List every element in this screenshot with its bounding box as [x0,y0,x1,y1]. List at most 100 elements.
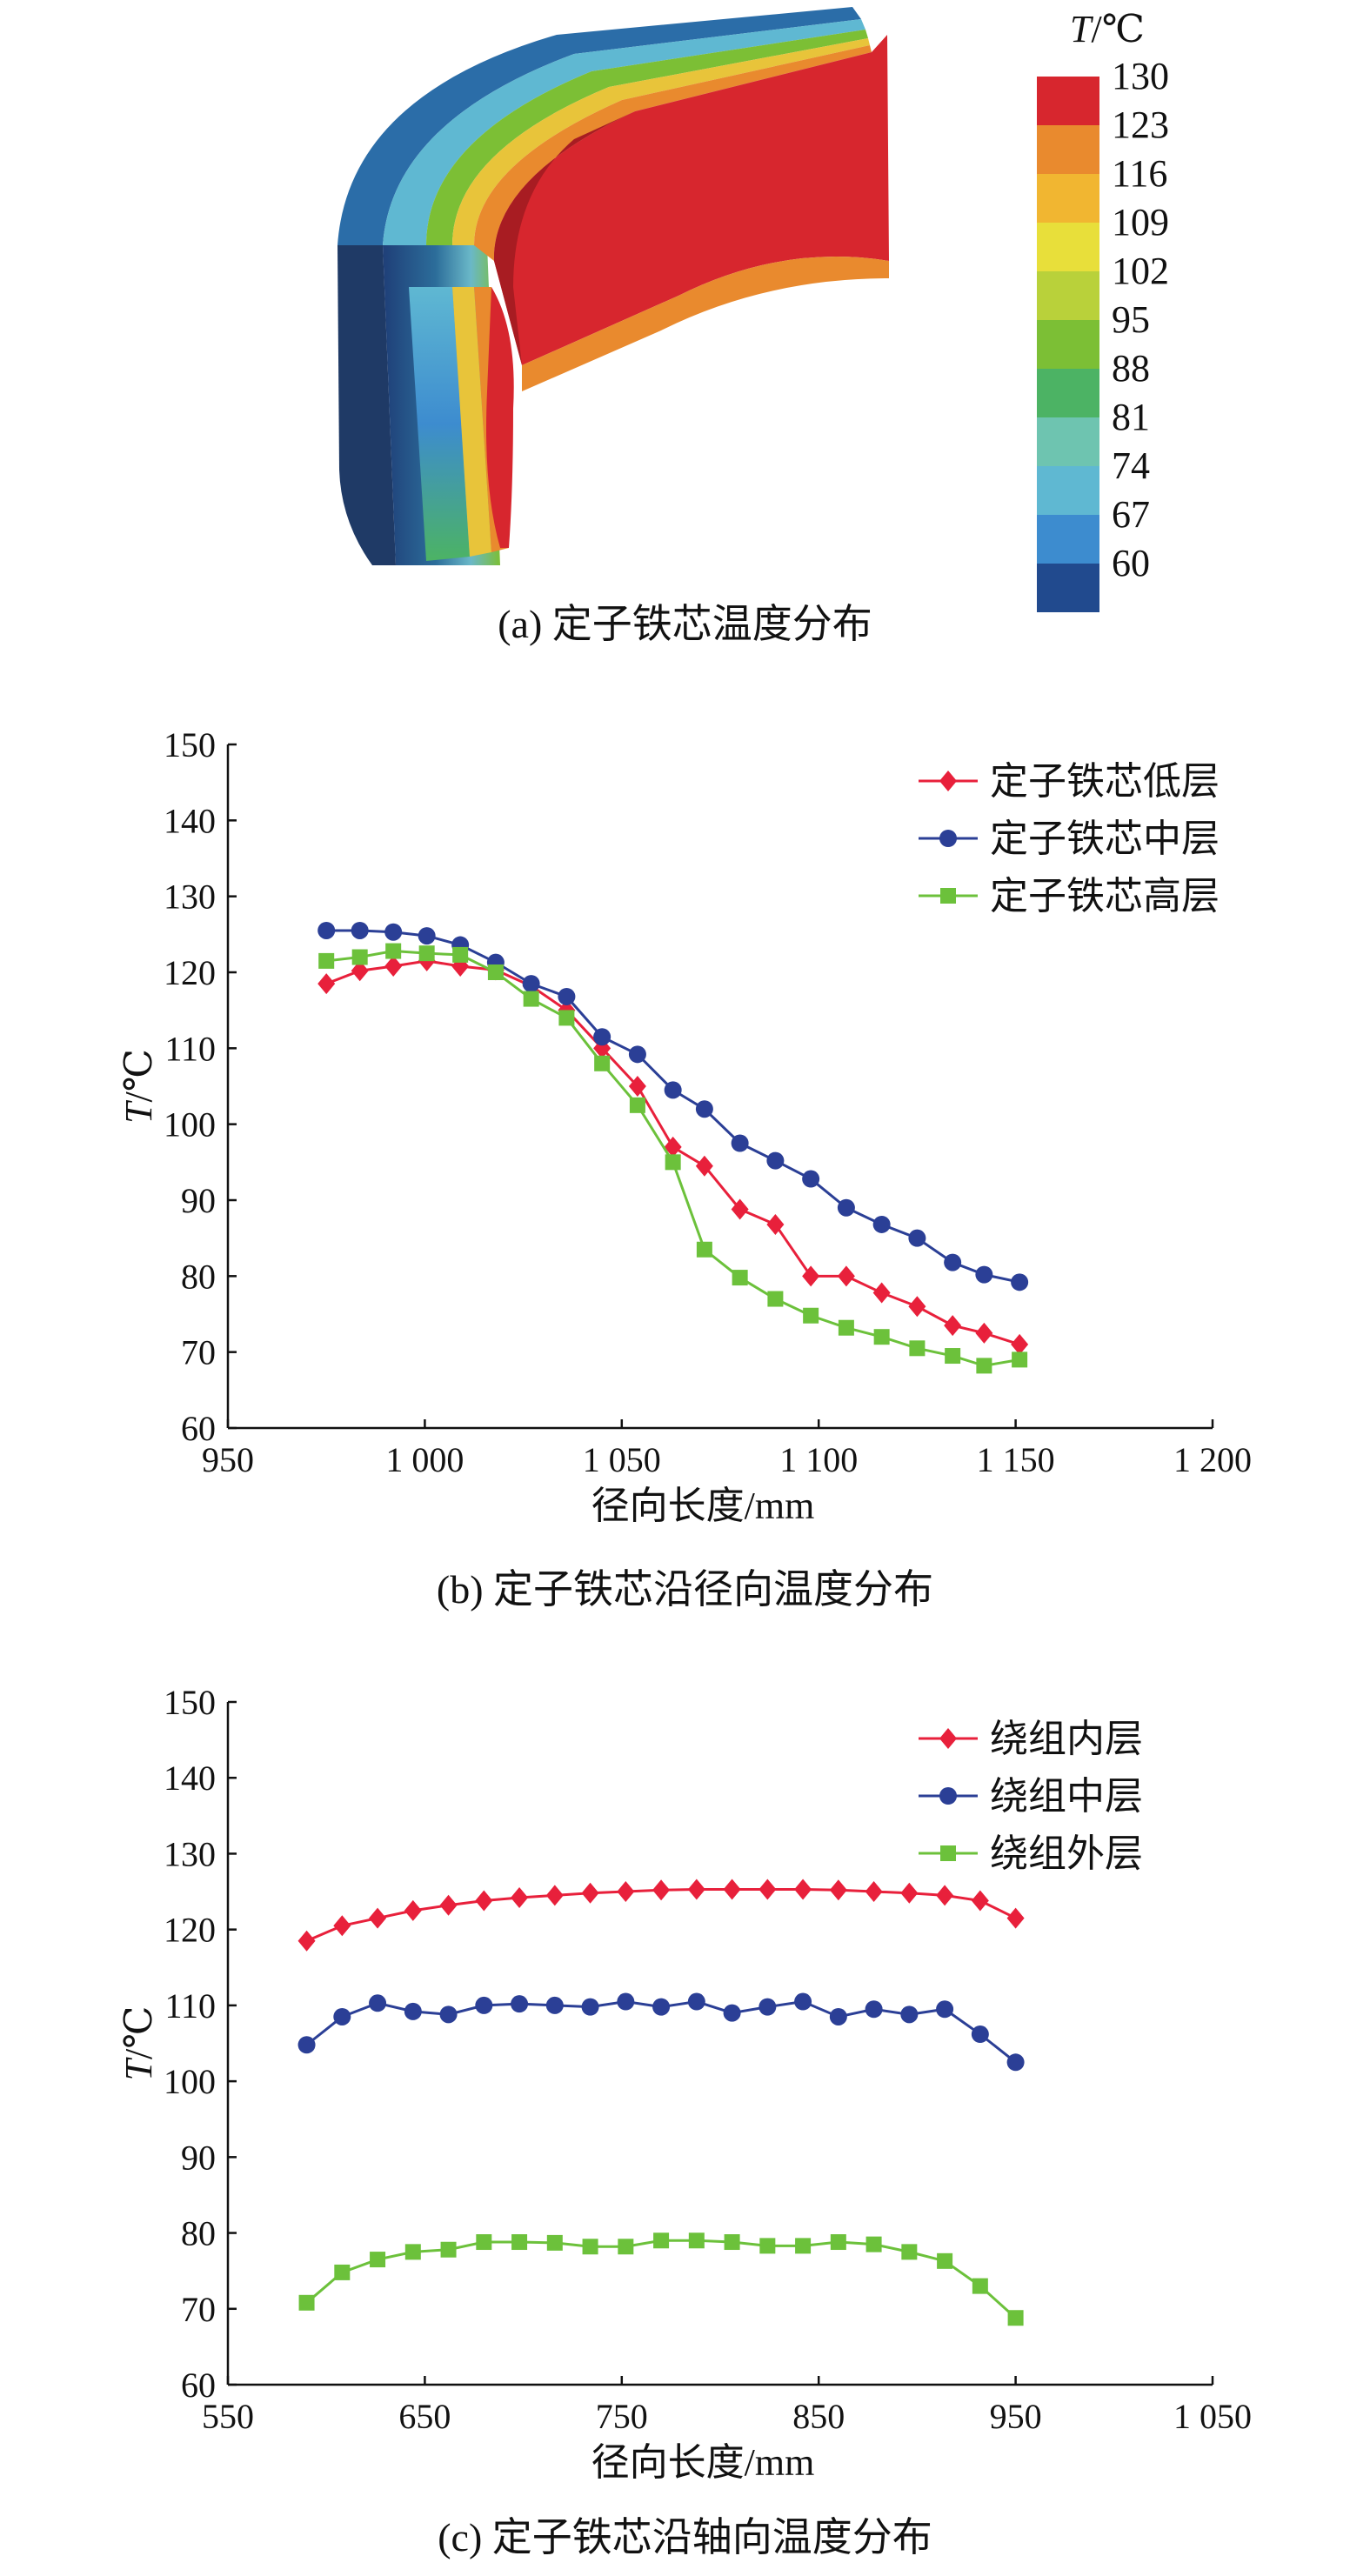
data-point-marker [545,1885,564,1906]
colorbar-segment [1037,417,1099,466]
data-point-marker [404,2244,421,2260]
data-point-marker [829,2007,847,2025]
data-point-marker [653,2232,670,2249]
data-point-marker [582,2239,598,2255]
data-point-marker [937,2252,953,2269]
colorbar-segment [1037,125,1099,174]
x-tick-label: 1 050 [583,1440,661,1479]
caption-a: (a) 定子铁芯温度分布 [498,602,872,646]
data-point-marker [628,1045,646,1064]
data-point-marker [909,1340,926,1357]
data-point-marker [439,2005,458,2024]
caption-c: (c) 定子铁芯沿轴向温度分布 [438,2515,932,2559]
data-point-marker [944,1315,962,1337]
colorbar-segment [1037,174,1099,223]
data-point-marker [936,2000,954,2019]
x-axis-label: 径向长度/mm [591,2441,815,2484]
x-tick-label: 1 150 [977,1440,1055,1479]
stator-top-band-orange [474,45,872,261]
data-point-marker [802,1170,820,1188]
data-point-marker [523,991,539,1007]
series-2 [317,921,1029,1291]
data-point-marker [511,2234,528,2251]
data-point-marker [418,945,435,962]
data-point-marker [688,2232,705,2249]
data-point-marker [581,1998,599,2016]
data-point-marker [545,1996,564,2014]
stator-inner-side-red [486,287,514,548]
data-point-marker [581,1882,599,1904]
data-point-marker [723,2004,741,2022]
data-point-marker [971,2025,989,2044]
x-tick-label: 550 [202,2397,254,2436]
colorbar-title: T/℃ [1070,8,1145,50]
data-point-marker [901,2244,918,2260]
colorbar-tick-label: 123 [1112,103,1169,146]
colorbar-tick-label: 95 [1112,298,1150,341]
series-2 [297,1992,1025,2072]
data-point-marker [439,1894,458,1916]
data-point-marker [1011,1333,1029,1355]
y-tick-label: 100 [164,2062,216,2101]
data-point-marker [1012,1351,1028,1368]
y-tick-label: 130 [164,878,216,917]
data-point-marker [334,2264,351,2280]
data-point-marker [794,1879,812,1900]
data-point-marker [452,946,469,963]
y-tick-label: 150 [164,725,216,764]
colorbar-tick-label: 116 [1112,152,1167,195]
data-point-marker [475,1996,493,2014]
data-point-marker [939,1787,957,1805]
data-point-marker [351,960,369,982]
data-point-marker [723,1879,741,1900]
data-point-marker [837,1265,855,1287]
data-point-marker [908,1296,926,1318]
data-point-marker [936,1885,954,1906]
data-point-marker [759,2238,776,2254]
data-point-marker [865,2236,882,2252]
legend-entry-label: 定子铁芯高层 [990,875,1220,918]
x-tick-label: 750 [596,2397,648,2436]
y-tick-label: 80 [181,1257,216,1296]
data-point-marker [546,2234,563,2251]
series-line [326,929,1020,1284]
data-point-marker [664,1081,682,1099]
data-point-marker [829,1879,847,1901]
data-point-marker [695,1100,713,1118]
x-axis-label: 径向长度/mm [591,1485,815,1527]
data-point-marker [317,921,336,939]
data-point-marker [696,1241,712,1258]
colorbar-segment [1037,515,1099,564]
y-tick-label: 70 [181,2290,216,2329]
data-point-marker [939,771,957,791]
stator-lower-orange [522,257,889,391]
data-point-marker [664,1136,682,1158]
colorbar-segment [1037,271,1099,320]
y-tick-label: 140 [164,801,216,840]
legend-entry-label: 绕组中层 [990,1775,1143,1818]
data-point-marker [1007,2310,1024,2326]
y-tick-label: 60 [181,1409,216,1448]
x-tick-label: 850 [792,2397,845,2436]
colorbar-tick-label: 74 [1112,444,1150,487]
series-3 [298,2232,1024,2326]
data-point-marker [404,2002,422,2020]
data-point-marker [872,1215,891,1233]
y-axis-label: T/℃ [117,2006,160,2081]
colorbar-segment [1037,223,1099,271]
data-point-marker [803,1307,819,1324]
data-point-marker [351,921,369,939]
data-point-marker [369,1994,387,2012]
data-point-marker [617,1881,635,1903]
colorbar-segment [1037,564,1099,612]
data-point-marker [939,1728,957,1749]
x-tick-label: 1 200 [1173,1440,1252,1479]
data-point-marker [333,2007,351,2025]
data-point-marker [873,1329,890,1345]
chart-axial-temperature: 60 70 80 90 100 110 120 130 140 150 550 650 750 850 95… [117,1683,1252,2484]
colorbar-segment [1037,369,1099,417]
stator-top-band-cyan [383,19,865,245]
data-point-marker [558,1010,575,1026]
data-point-marker [511,1887,529,1909]
data-point-marker [837,1198,855,1217]
